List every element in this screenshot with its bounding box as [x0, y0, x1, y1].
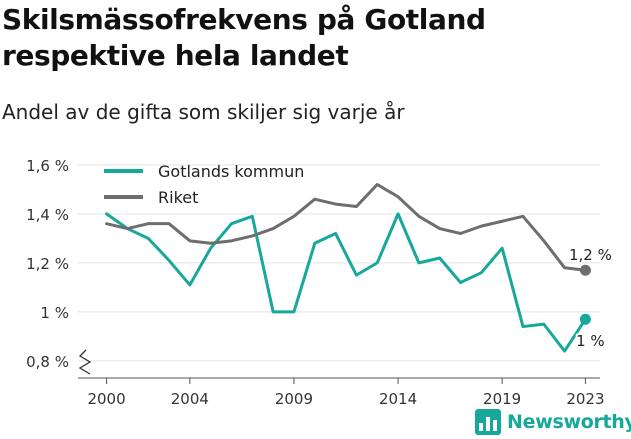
y-tick-label: 1,4 %	[26, 206, 69, 224]
axis-break-mark	[78, 349, 92, 375]
chart-title: Skilsmässofrekvens på Gotland respektive…	[2, 3, 486, 72]
y-tick-label: 1,2 %	[26, 255, 69, 273]
x-tick-label: 2014	[379, 390, 417, 408]
y-tick-label: 1 %	[40, 304, 69, 322]
chart-subtitle: Andel av de gifta som skiljer sig varje …	[2, 100, 405, 124]
y-tick-label: 0,8 %	[26, 353, 69, 371]
brand-name: Newsworthy	[507, 411, 631, 433]
legend-label: Riket	[158, 188, 198, 207]
series-end-label: 1,2 %	[569, 246, 612, 264]
newsworthy-logo: Newsworthy	[475, 408, 631, 436]
x-tick-label: 2000	[87, 390, 125, 408]
x-tick-label: 2023	[566, 390, 604, 408]
bar-chart-icon	[475, 409, 501, 435]
legend-label: Gotlands kommun	[158, 162, 304, 181]
x-tick-label: 2009	[275, 390, 313, 408]
series-end-label: 1 %	[576, 332, 605, 350]
series-line-gotland	[105, 212, 587, 353]
x-tick-label: 2004	[171, 390, 209, 408]
series-end-marker	[579, 264, 591, 276]
y-tick-label: 1,6 %	[26, 157, 69, 175]
series-end-marker	[579, 313, 591, 325]
x-tick-label: 2019	[483, 390, 521, 408]
series-line-riket	[105, 182, 587, 272]
